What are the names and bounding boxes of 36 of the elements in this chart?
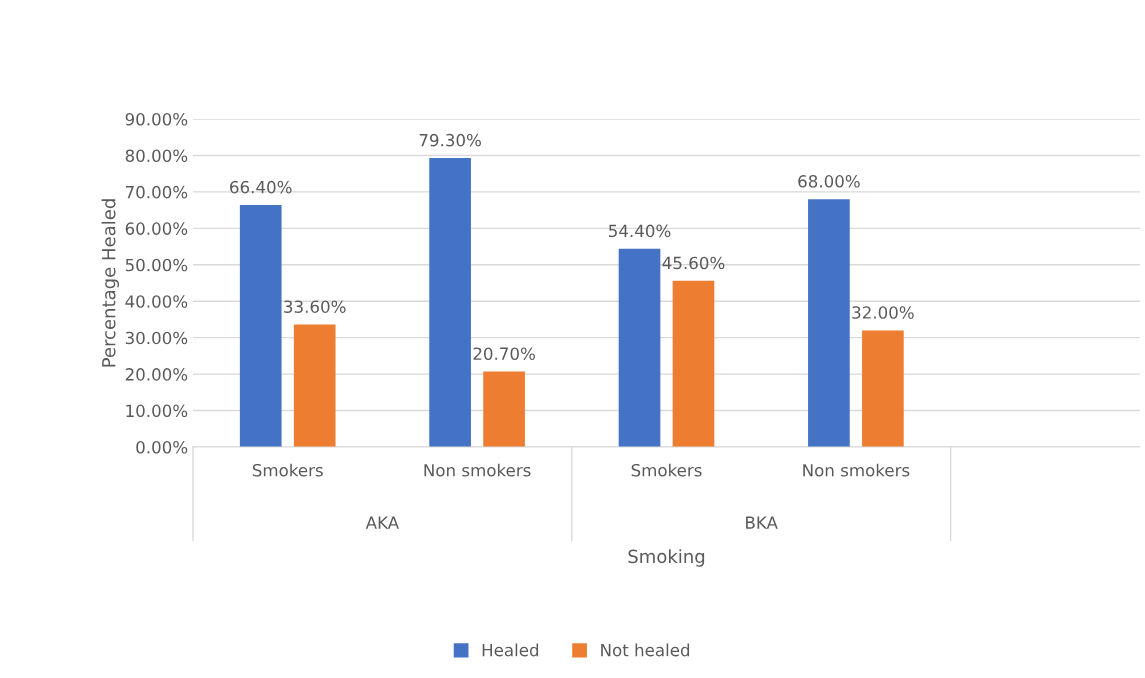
x-axis-title: Smoking xyxy=(628,549,705,567)
bar xyxy=(862,330,904,447)
y-tick-label: 30.00% xyxy=(125,331,188,345)
data-label: 66.40% xyxy=(230,180,292,194)
bar xyxy=(429,158,471,447)
data-label: 54.40% xyxy=(609,224,671,238)
x-tick-label: Smokers xyxy=(252,463,323,477)
y-tick-label: 60.00% xyxy=(125,222,188,235)
data-label: 32.00% xyxy=(852,306,914,319)
legend-label: Not healed xyxy=(601,643,690,657)
y-tick-label: 50.00% xyxy=(125,258,188,272)
y-axis-title: Percentage Healed xyxy=(101,199,120,367)
x-tick-label: Non smokers xyxy=(424,463,531,477)
y-tick-label: 80.00% xyxy=(125,149,188,163)
bar xyxy=(293,324,336,447)
data-label: 79.30% xyxy=(419,133,481,147)
bar xyxy=(483,371,525,447)
text: BKA xyxy=(746,516,778,529)
bar xyxy=(672,280,715,447)
y-tick-label: 70.00% xyxy=(125,185,188,199)
x-tick-label: Non smokers xyxy=(803,463,910,477)
data-label: 45.60% xyxy=(662,256,725,270)
bar xyxy=(808,199,850,447)
y-tick-label: 90.00% xyxy=(125,112,188,126)
y-tick-label: 10.00% xyxy=(126,404,188,418)
y-tick-label: 40.00% xyxy=(125,295,188,308)
bar xyxy=(239,205,282,447)
x-tick-label: Smokers xyxy=(631,463,702,477)
data-label: 20.70% xyxy=(473,347,535,360)
data-label: 33.60% xyxy=(284,300,346,313)
y-tick-label: 20.00% xyxy=(125,368,188,381)
bar xyxy=(618,248,661,447)
legend-label: Healed xyxy=(482,643,539,657)
y-tick-label: 0.00% xyxy=(136,440,188,454)
text: AKA xyxy=(365,516,399,529)
data-label: 68.00% xyxy=(798,175,860,188)
